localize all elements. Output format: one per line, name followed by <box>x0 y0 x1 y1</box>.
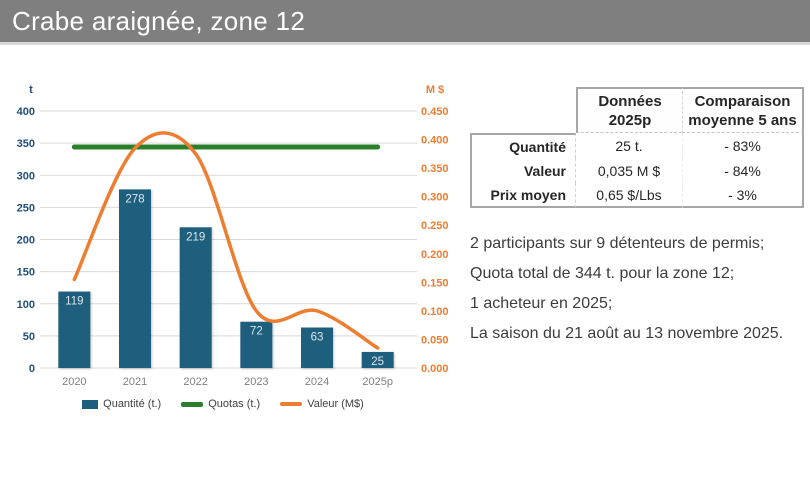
bar-value-label: 119 <box>65 296 83 308</box>
note-quota: Quota total de 344 t. pour la zone 12; <box>470 265 735 282</box>
bar-2023 <box>240 321 273 368</box>
right-tick-label: 0.300 <box>421 192 449 204</box>
legend-swatch-icon <box>280 402 303 406</box>
cell-valeur-value: 0,035 M $ <box>597 162 661 179</box>
left-tick-label: 50 <box>23 331 35 343</box>
legend-item: Quotas (t.) <box>181 398 260 410</box>
legend-swatch-icon <box>82 399 99 409</box>
right-tick-label: 0.350 <box>421 163 449 175</box>
header-line: Données <box>598 92 662 110</box>
cell-prix-value: 0,65 $/Lbs <box>576 183 682 208</box>
cell-prix-comparison: - 3% <box>682 183 804 208</box>
page-title: Crabe araignée, zone 12 <box>12 5 306 36</box>
left-tick-label: 0 <box>29 363 35 375</box>
bar-value-label: 219 <box>186 231 205 243</box>
bar-2025p <box>361 351 394 368</box>
header-line: Comparaison <box>694 92 791 110</box>
header-line: moyenne 5 ans <box>688 111 797 129</box>
right-tick-label: 0.450 <box>421 106 449 118</box>
x-axis-label: 2025p <box>362 376 393 388</box>
cell-quantite-comparison: - 83% <box>682 133 804 158</box>
bar-2022 <box>179 227 212 368</box>
bar-value-label: 72 <box>250 326 263 338</box>
right-tick-label: 0.200 <box>421 249 449 261</box>
left-tick-label: 200 <box>17 235 35 247</box>
note-saison: La saison du 21 août au 13 novembre 2025… <box>470 325 784 342</box>
legend-item: Valeur (M$) <box>280 398 364 410</box>
right-tick-label: 0.100 <box>421 306 449 318</box>
left-tick-label: 150 <box>17 267 35 279</box>
bar-value-label: 63 <box>311 332 324 344</box>
cell-quantite-value: 25 t. <box>615 137 643 154</box>
right-axis-title: M $ <box>426 84 444 96</box>
legend-label: Valeur (M$) <box>307 398 364 410</box>
title-bar: Crabe araignée, zone 12 <box>0 0 810 45</box>
x-axis-label: 2021 <box>123 376 147 388</box>
legend-label: Quantité (t.) <box>103 398 162 410</box>
right-tick-label: 0.150 <box>421 277 449 289</box>
cell-valeur-comparison: - 84% <box>682 158 804 183</box>
legend-swatch-icon <box>181 401 204 407</box>
bar-2021 <box>119 189 151 368</box>
right-tick-label: 0.000 <box>421 363 449 375</box>
right-tick-label: 0.400 <box>421 135 449 147</box>
note-participants: 2 participants sur 9 détenteurs de permi… <box>470 235 765 252</box>
legend-item: Quantité (t.) <box>82 398 161 410</box>
x-axis-label: 2023 <box>244 376 268 388</box>
table-header-spacer <box>470 87 576 133</box>
right-tick-label: 0.050 <box>421 334 449 346</box>
value-line <box>72 131 380 350</box>
chart-panel: 0 50 100 150 200 250 300 350 400 0.000 0.050 0.100 0… <box>8 80 460 430</box>
table-header-comparison: Comparaison moyenne 5 ans <box>682 87 804 133</box>
chart-legend: Quantité (t.) Quotas (t.) Valeur (M$) <box>8 398 438 410</box>
row-label-valeur: Valeur <box>470 158 576 183</box>
x-axis-label: 2020 <box>62 376 86 388</box>
left-tick-label: 350 <box>17 138 35 150</box>
row-label-prix-moyen: Prix moyen <box>470 183 576 208</box>
x-axis-label: 2024 <box>305 376 329 388</box>
left-tick-label: 300 <box>17 170 35 182</box>
header-line: 2025p <box>608 111 652 129</box>
notes-block: 2 participants sur 9 détenteurs de permi… <box>470 229 783 349</box>
bar-value-label: 278 <box>125 193 144 205</box>
x-axis-label: 2022 <box>183 376 207 388</box>
left-tick-label: 400 <box>17 106 35 118</box>
row-label-quantite: Quantité <box>470 133 576 158</box>
table-header-data-2025p: Données 2025p <box>576 87 682 133</box>
note-acheteur: 1 acheteur en 2025; <box>470 295 613 312</box>
bar-2020 <box>58 291 91 368</box>
summary-table: Données 2025p Comparaison moyenne 5 ans … <box>470 87 804 208</box>
bar-2024 <box>301 327 333 368</box>
combo-chart: 0 50 100 150 200 250 300 350 400 0.000 0.050 0.100 0… <box>17 84 449 388</box>
left-axis-title: t <box>29 84 33 96</box>
legend-label: Quotas (t.) <box>208 398 261 410</box>
right-tick-label: 0.250 <box>421 220 449 232</box>
left-tick-label: 100 <box>17 299 35 311</box>
left-tick-label: 250 <box>17 202 35 214</box>
bar-value-label: 25 <box>371 356 384 368</box>
